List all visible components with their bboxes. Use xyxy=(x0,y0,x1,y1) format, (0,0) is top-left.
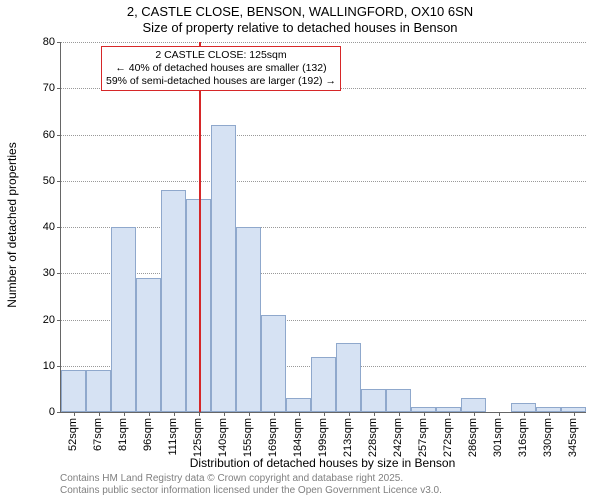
footer-attribution: Contains HM Land Registry data © Crown c… xyxy=(60,473,442,496)
histogram-bar xyxy=(161,190,186,412)
histogram-bar xyxy=(236,227,261,412)
x-tick-mark xyxy=(474,412,475,416)
y-tick-label: 30 xyxy=(43,267,55,279)
x-tick-label: 125sqm xyxy=(192,418,204,457)
histogram-bar xyxy=(286,398,311,412)
y-tick-mark xyxy=(57,42,61,43)
histogram-bar xyxy=(386,389,411,412)
histogram-bar xyxy=(511,403,536,412)
x-tick-mark xyxy=(374,412,375,416)
x-axis-label: Distribution of detached houses by size … xyxy=(60,456,585,470)
gridline xyxy=(61,227,586,228)
histogram-bar xyxy=(211,125,236,412)
y-tick-label: 40 xyxy=(43,221,55,233)
x-tick-label: 184sqm xyxy=(292,418,304,457)
footer-line-1: Contains HM Land Registry data © Crown c… xyxy=(60,473,442,485)
x-tick-label: 52sqm xyxy=(67,418,79,451)
gridline xyxy=(61,135,586,136)
y-tick-mark xyxy=(57,227,61,228)
y-tick-label: 50 xyxy=(43,175,55,187)
gridline xyxy=(61,42,586,43)
y-tick-label: 60 xyxy=(43,129,55,141)
x-tick-label: 257sqm xyxy=(417,418,429,457)
gridline xyxy=(61,273,586,274)
x-tick-mark xyxy=(349,412,350,416)
x-tick-label: 111sqm xyxy=(167,418,179,456)
histogram-bar xyxy=(61,370,86,412)
histogram-bar xyxy=(111,227,136,412)
x-tick-mark xyxy=(399,412,400,416)
annotation-line: ← 40% of detached houses are smaller (13… xyxy=(106,62,336,75)
x-tick-label: 330sqm xyxy=(542,418,554,457)
chart-title-main: 2, CASTLE CLOSE, BENSON, WALLINGFORD, OX… xyxy=(0,4,600,19)
x-tick-mark xyxy=(499,412,500,416)
x-tick-label: 81sqm xyxy=(117,418,129,451)
x-tick-mark xyxy=(124,412,125,416)
histogram-bar xyxy=(261,315,286,412)
reference-line xyxy=(199,42,201,412)
x-tick-mark xyxy=(74,412,75,416)
x-tick-label: 316sqm xyxy=(517,418,529,457)
x-tick-label: 272sqm xyxy=(442,418,454,457)
annotation-line: 59% of semi-detached houses are larger (… xyxy=(106,75,336,88)
x-tick-label: 199sqm xyxy=(317,418,329,457)
gridline xyxy=(61,181,586,182)
y-axis-label: Number of detached properties xyxy=(5,142,19,307)
histogram-bar xyxy=(336,343,361,412)
histogram-bar xyxy=(86,370,111,412)
x-tick-mark xyxy=(174,412,175,416)
x-tick-label: 67sqm xyxy=(92,418,104,451)
y-tick-label: 80 xyxy=(43,36,55,48)
x-tick-label: 301sqm xyxy=(492,418,504,457)
x-tick-label: 169sqm xyxy=(267,418,279,457)
x-tick-mark xyxy=(274,412,275,416)
y-tick-mark xyxy=(57,273,61,274)
x-tick-label: 228sqm xyxy=(367,418,379,457)
x-tick-mark xyxy=(299,412,300,416)
histogram-bar xyxy=(136,278,161,412)
y-tick-mark xyxy=(57,181,61,182)
x-tick-mark xyxy=(449,412,450,416)
x-tick-label: 286sqm xyxy=(467,418,479,457)
y-tick-mark xyxy=(57,135,61,136)
x-tick-mark xyxy=(199,412,200,416)
x-tick-mark xyxy=(549,412,550,416)
x-tick-mark xyxy=(249,412,250,416)
plot-area: 2 CASTLE CLOSE: 125sqm← 40% of detached … xyxy=(60,42,586,413)
annotation-line: 2 CASTLE CLOSE: 125sqm xyxy=(106,49,336,62)
x-tick-label: 242sqm xyxy=(392,418,404,457)
x-tick-label: 140sqm xyxy=(217,418,229,457)
x-tick-label: 96sqm xyxy=(142,418,154,451)
histogram-bar xyxy=(461,398,486,412)
x-tick-mark xyxy=(149,412,150,416)
x-tick-label: 155sqm xyxy=(242,418,254,457)
y-tick-label: 0 xyxy=(49,406,55,418)
x-tick-mark xyxy=(424,412,425,416)
x-tick-mark xyxy=(224,412,225,416)
y-tick-label: 20 xyxy=(43,314,55,326)
x-tick-mark xyxy=(324,412,325,416)
x-tick-mark xyxy=(524,412,525,416)
footer-line-2: Contains public sector information licen… xyxy=(60,485,442,497)
x-tick-mark xyxy=(99,412,100,416)
histogram-bar xyxy=(361,389,386,412)
y-tick-mark xyxy=(57,366,61,367)
x-tick-mark xyxy=(574,412,575,416)
y-tick-label: 70 xyxy=(43,82,55,94)
y-tick-mark xyxy=(57,412,61,413)
y-tick-label: 10 xyxy=(43,360,55,372)
x-tick-label: 213sqm xyxy=(342,418,354,457)
chart-container: 2, CASTLE CLOSE, BENSON, WALLINGFORD, OX… xyxy=(0,0,600,500)
annotation-box: 2 CASTLE CLOSE: 125sqm← 40% of detached … xyxy=(101,46,341,91)
y-tick-mark xyxy=(57,88,61,89)
x-tick-label: 345sqm xyxy=(567,418,579,457)
histogram-bar xyxy=(311,357,336,413)
y-tick-mark xyxy=(57,320,61,321)
chart-title-sub: Size of property relative to detached ho… xyxy=(0,20,600,35)
